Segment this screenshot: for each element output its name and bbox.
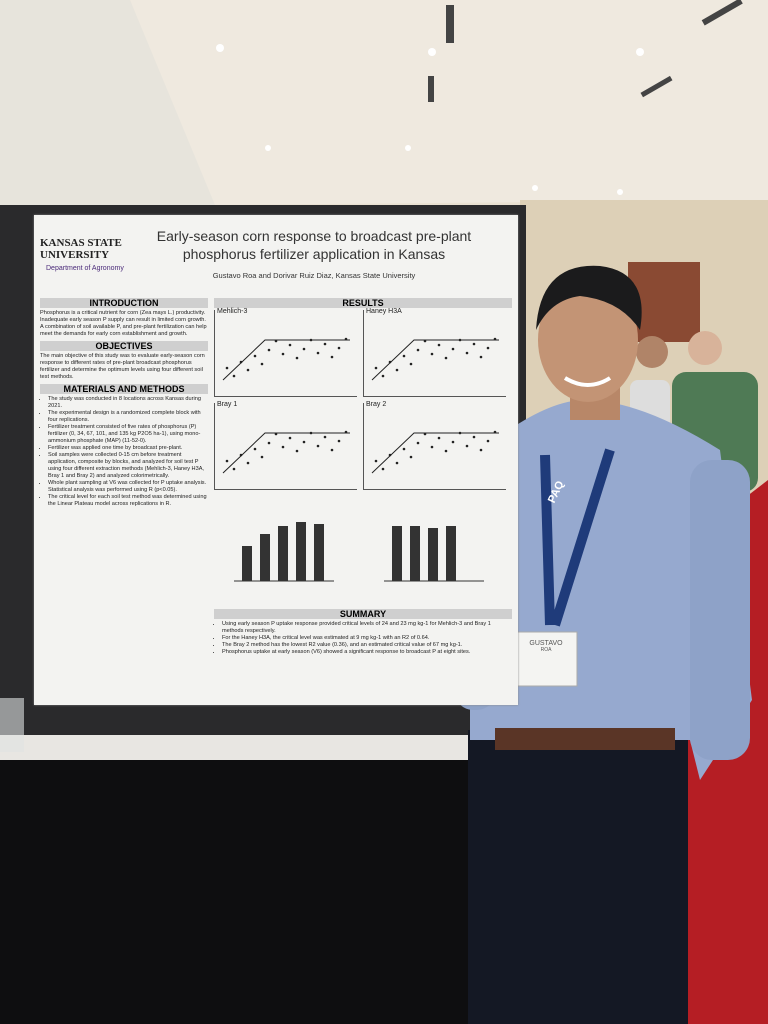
summary-list: Using early season P uptake response pro…	[214, 621, 512, 656]
section-heading: MATERIALS AND METHODS	[40, 384, 208, 394]
bullet: The experimental design is a randomized …	[48, 410, 208, 424]
department: Department of Agronomy	[46, 265, 124, 272]
poster: Kansas State University Department of Ag…	[34, 215, 518, 705]
poster-title: Early-season corn response to broadcast …	[156, 228, 472, 262]
bullet: Whole plant sampling at V6 was collected…	[48, 480, 208, 494]
bullet: Soil samples were collected 0-15 cm befo…	[48, 452, 208, 480]
panel-label: Mehlich-3	[217, 308, 248, 315]
bullet: Fertilizer was applied one time by broad…	[48, 445, 208, 452]
bullet: Fertilizer treatment consisted of five r…	[48, 424, 208, 445]
summary-item: The Bray 2 method has the lowest R2 valu…	[222, 642, 512, 649]
name-badge: GUSTAVO ROA	[518, 640, 574, 653]
scatter-panel: Mehlich-3	[214, 308, 357, 397]
panel-label: Haney H3A	[366, 308, 402, 315]
panel-label: Bray 1	[217, 401, 238, 408]
bar-figure	[234, 522, 334, 582]
section-text: The main objective of this study was to …	[40, 353, 205, 380]
section-heading: INTRODUCTION	[40, 298, 208, 308]
badge-surname: ROA	[540, 647, 552, 653]
summary-item: Using early season P uptake response pro…	[222, 621, 512, 635]
left-column: INTRODUCTION Phosphorus is a critical nut…	[40, 295, 208, 508]
bullet: The study was conducted in 8 locations a…	[48, 396, 208, 410]
results-panels: Mehlich-3 Haney H3A Bray 1 Bray 2	[214, 308, 512, 490]
section-heading: SUMMARY	[214, 609, 512, 619]
scatter-panel: Bray 2	[363, 401, 506, 490]
bullet: The critical level for each soil test me…	[48, 494, 208, 508]
bar-figure	[384, 526, 484, 582]
university: Kansas State University	[40, 237, 122, 261]
scatter-panel: Bray 1	[214, 401, 357, 490]
badge-name: GUSTAVO	[529, 640, 563, 647]
summary-item: For the Haney H3A, the critical level wa…	[222, 635, 512, 642]
right-column: RESULTS Mehlich-3 Haney H3A Bray 1 Bray 2 S…	[214, 295, 512, 656]
section-heading: RESULTS	[214, 298, 512, 308]
section-text: Phosphorus is a critical nutrient for co…	[40, 310, 207, 337]
scatter-art	[371, 430, 499, 474]
scatter-panel: Haney H3A	[363, 308, 506, 397]
authors: Gustavo Roa and Dorivar Ruiz Diaz, Kansa…	[212, 271, 416, 280]
scatter-art	[222, 430, 350, 474]
scatter-art	[371, 337, 499, 381]
scatter-art	[222, 337, 350, 381]
panel-label: Bray 2	[366, 401, 387, 408]
bullet-list: The study was conducted in 8 locations a…	[40, 396, 208, 508]
bar-figures	[214, 496, 512, 606]
section-heading: OBJECTIVES	[40, 341, 208, 351]
summary-item: Phosphorus uptake at early season (V6) s…	[222, 649, 512, 656]
